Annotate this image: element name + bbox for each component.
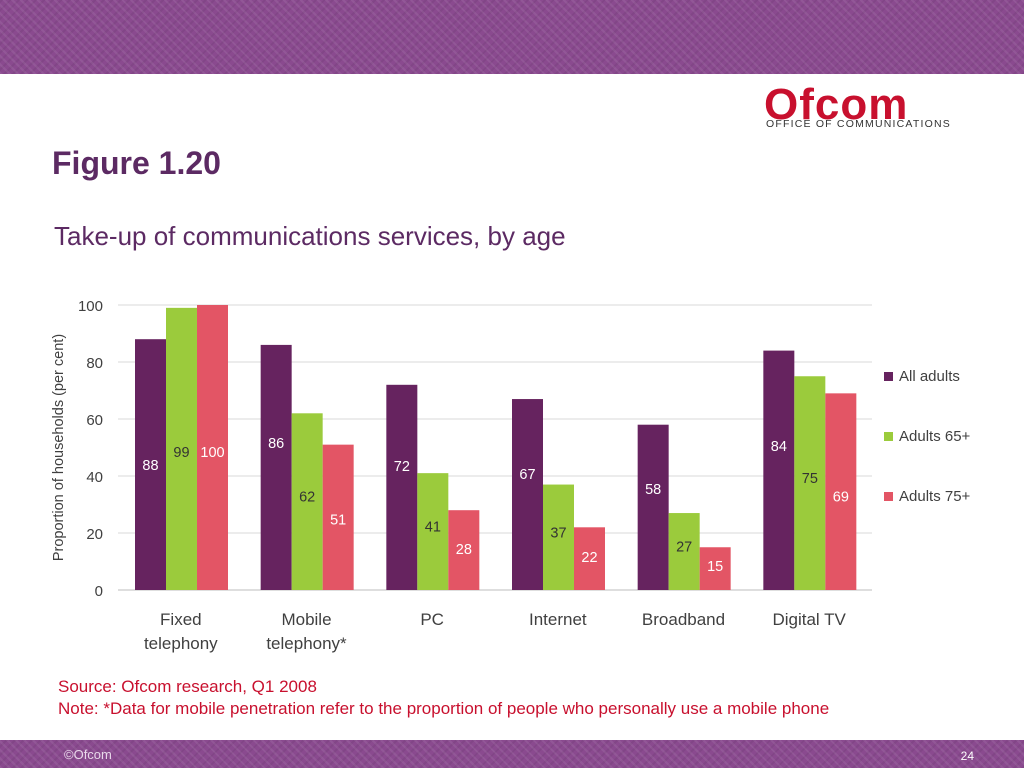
y-tick-label: 60 — [86, 412, 103, 429]
bar — [794, 376, 826, 590]
legend-label: Adults 65+ — [899, 428, 971, 445]
x-tick-label: PC — [420, 610, 444, 629]
data-label: 51 — [330, 513, 346, 529]
bar — [699, 547, 731, 590]
bar — [448, 510, 480, 590]
data-label: 99 — [173, 445, 189, 461]
footer-band — [0, 740, 1024, 768]
x-tick-label: telephony* — [266, 634, 347, 653]
data-label: 75 — [802, 471, 818, 487]
source-text: Source: Ofcom research, Q1 2008 — [58, 677, 317, 696]
data-label: 69 — [833, 490, 849, 506]
bar — [574, 527, 605, 590]
figure-label: Figure 1.20 — [52, 145, 221, 181]
footer-copyright: ©Ofcom — [64, 747, 112, 762]
x-tick-label: Mobile — [281, 610, 331, 629]
bar — [386, 384, 418, 590]
y-tick-label: 100 — [78, 298, 103, 315]
logo-wordmark: Ofcom — [764, 80, 909, 129]
x-tick-label: Internet — [529, 610, 587, 629]
y-tick-label: 80 — [86, 355, 103, 372]
data-label: 37 — [550, 525, 566, 541]
bar-chart: 0 20 40 60 80 100 Proportion of households (pe… — [51, 298, 971, 653]
bar — [512, 399, 543, 590]
note-text: Note: *Data for mobile penetration refer… — [58, 699, 830, 718]
x-tick-label: Digital TV — [772, 610, 846, 629]
bar — [763, 350, 795, 590]
bar — [322, 444, 354, 590]
bar — [166, 307, 197, 590]
x-tick-label: Broadband — [642, 610, 725, 629]
header-band — [0, 0, 1024, 74]
y-tick-label: 0 — [95, 583, 103, 600]
data-label: 41 — [425, 520, 441, 536]
x-tick-label: Fixed — [160, 610, 202, 629]
bar — [135, 339, 166, 590]
data-label: 22 — [581, 550, 597, 566]
legend-swatch — [884, 432, 893, 441]
bar — [637, 424, 669, 590]
bar — [260, 344, 292, 590]
data-label: 100 — [200, 445, 224, 461]
legend-swatch — [884, 372, 893, 381]
bar — [668, 513, 700, 590]
data-label: 88 — [142, 458, 158, 474]
ofcom-logo: Ofcom OFFICE OF COMMUNICATIONS — [760, 80, 980, 134]
legend-label: All adults — [899, 368, 960, 385]
bar — [197, 305, 228, 590]
bar — [291, 413, 323, 590]
bar — [417, 473, 449, 590]
y-tick-label: 40 — [86, 469, 103, 486]
bar — [825, 393, 857, 590]
y-axis-label: Proportion of households (per cent) — [51, 334, 67, 561]
data-label: 62 — [299, 490, 315, 506]
logo-subtitle: OFFICE OF COMMUNICATIONS — [766, 118, 951, 130]
data-label: 15 — [707, 559, 723, 575]
data-label: 84 — [771, 439, 787, 455]
chart-title: Take-up of communications services, by a… — [54, 221, 566, 251]
data-label: 58 — [645, 482, 661, 498]
page-number: 24 — [960, 749, 974, 763]
data-label: 72 — [394, 459, 410, 475]
data-label: 27 — [676, 540, 692, 556]
legend-swatch — [884, 492, 893, 501]
bar — [543, 484, 574, 590]
data-label: 28 — [456, 542, 472, 558]
data-label: 67 — [519, 467, 535, 483]
x-tick-label: telephony — [144, 634, 218, 653]
y-tick-label: 20 — [86, 526, 103, 543]
legend-label: Adults 75+ — [899, 488, 971, 505]
data-label: 86 — [268, 436, 284, 452]
